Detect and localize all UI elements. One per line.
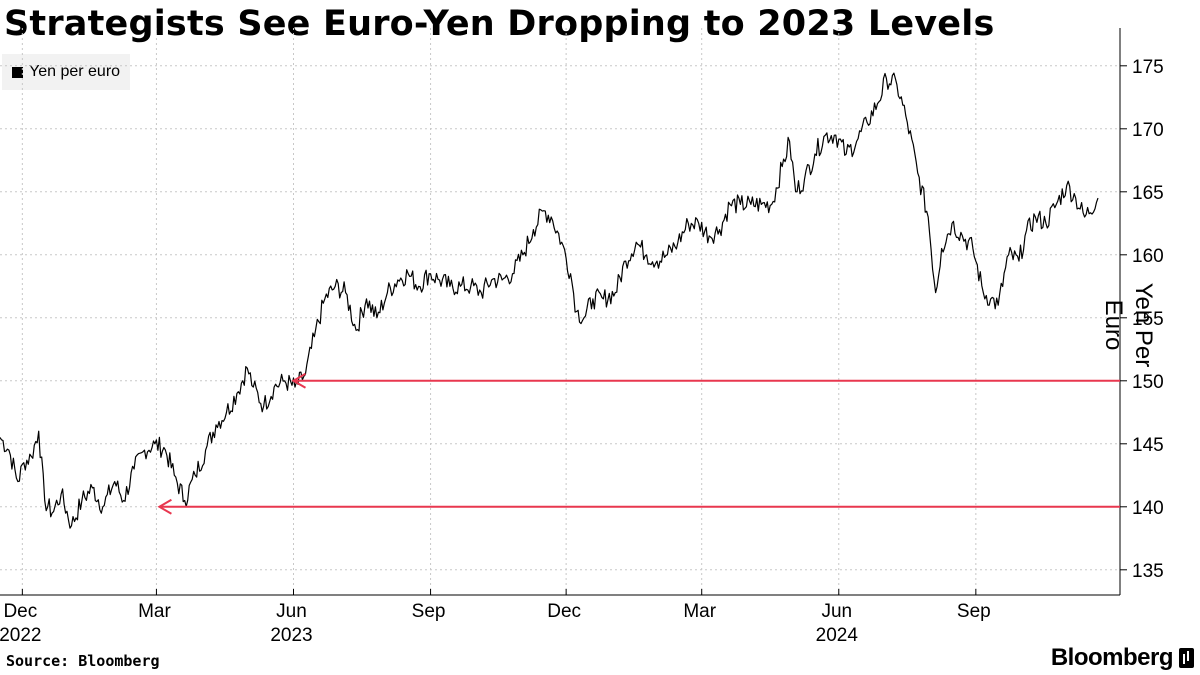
y-axis-label: Yen Per Euro	[1100, 282, 1157, 368]
x-tick-label: Sep	[412, 601, 446, 622]
x-tick-label: Dec	[547, 601, 581, 622]
annotation-arrow-head	[291, 372, 306, 389]
x-tick-label: Jun	[276, 601, 307, 622]
legend: Yen per euro	[2, 54, 131, 90]
x-tick-label: Jun	[821, 601, 852, 622]
x-year-label: 2023	[270, 625, 312, 646]
x-tick-label: Sep	[957, 601, 991, 622]
y-tick-label: 140	[1132, 498, 1164, 519]
source-note: Source: Bloomberg	[6, 652, 160, 670]
y-tick-label: 160	[1132, 246, 1164, 267]
x-tick-label: Dec	[3, 601, 37, 622]
x-tick-label: Mar	[683, 601, 716, 622]
y-tick-label: 155	[1132, 309, 1164, 330]
brand-logo: Bloomberg	[1051, 644, 1194, 672]
legend-swatch	[12, 66, 23, 78]
x-year-label: 2024	[816, 625, 859, 646]
series-line-yen-per-euro	[0, 72, 1099, 529]
x-year-label: 2022	[0, 625, 41, 646]
y-tick-label: 145	[1132, 435, 1164, 456]
x-tick-label: Mar	[138, 601, 171, 622]
y-tick-label: 175	[1132, 57, 1164, 78]
y-tick-label: 150	[1132, 372, 1164, 393]
y-tick-label: 165	[1132, 183, 1164, 204]
bloomberg-terminal-icon	[1179, 648, 1194, 668]
annotation-arrow-head	[157, 498, 172, 515]
chart-title: Strategists See Euro-Yen Dropping to 202…	[4, 4, 995, 44]
y-tick-label: 135	[1132, 561, 1164, 582]
legend-label: Yen per euro	[29, 63, 121, 80]
brand-text: Bloomberg	[1050, 644, 1174, 671]
y-tick-label: 170	[1132, 120, 1164, 141]
